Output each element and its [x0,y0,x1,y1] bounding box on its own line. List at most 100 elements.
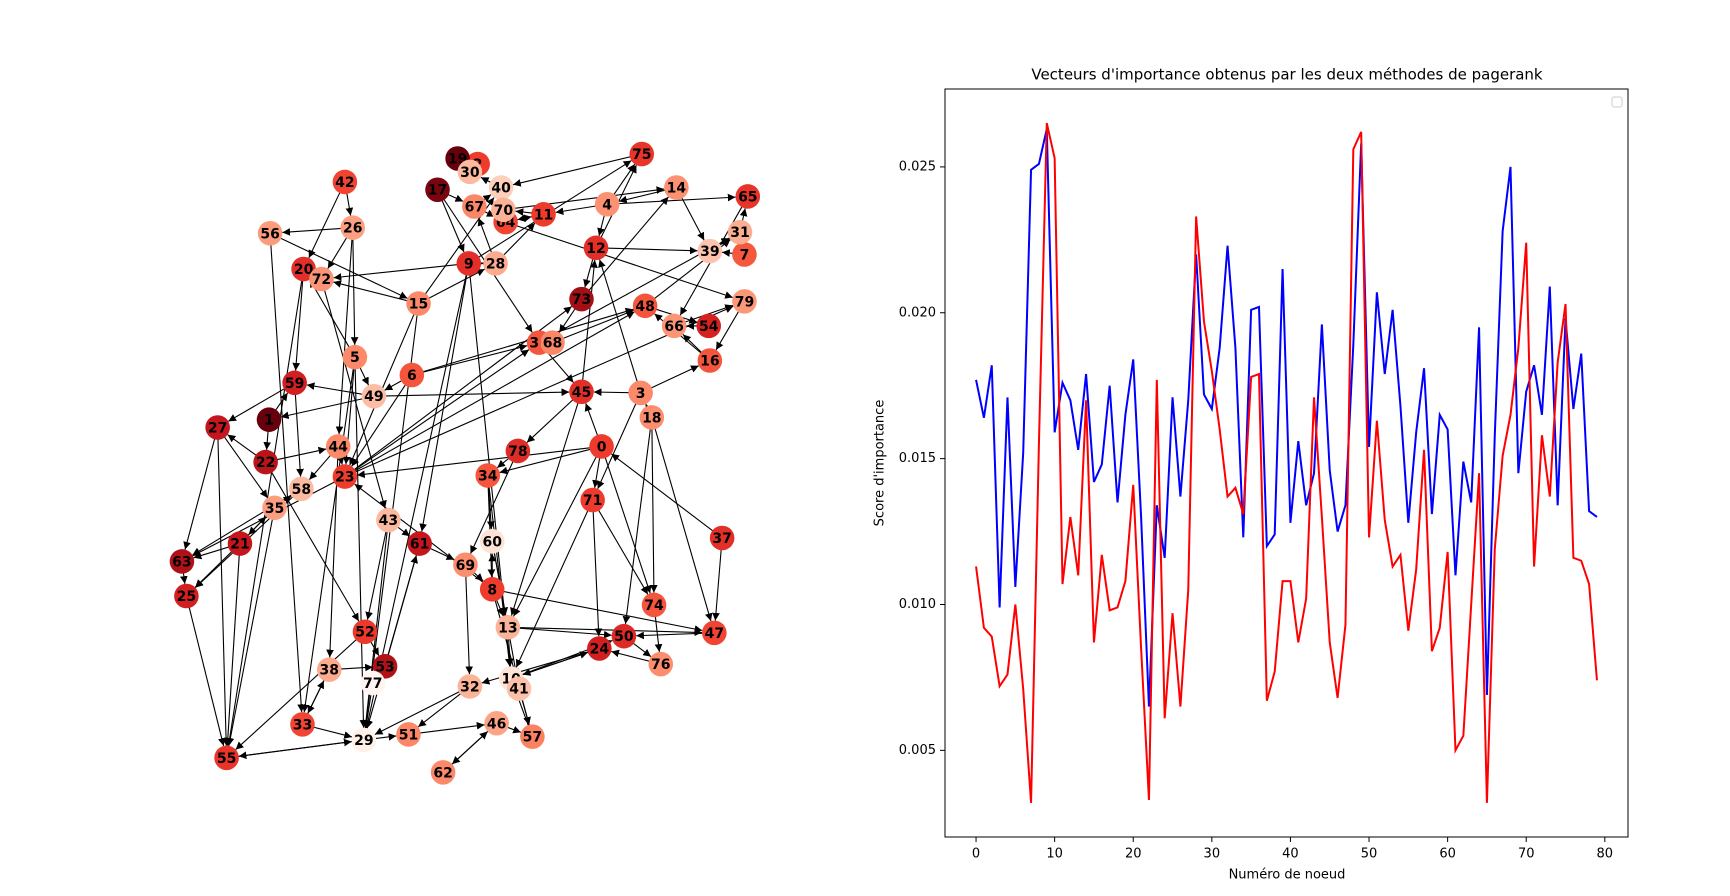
node [399,362,425,388]
node [376,507,401,533]
node [174,583,199,609]
y-tick-label: 0.025 [899,159,936,174]
edge [595,246,698,255]
edge [217,427,268,499]
node [453,552,478,578]
x-tick-label: 20 [1125,847,1142,862]
node [257,220,283,246]
x-tick-label: 70 [1518,847,1535,862]
node [205,415,230,440]
node [491,197,516,223]
node-label: 40 [491,181,511,197]
node-label: 57 [523,730,542,746]
edge [601,446,652,594]
node-label: 6 [407,368,417,384]
node-label: 20 [294,262,314,278]
edge [712,537,723,621]
edge [320,278,387,509]
node-label: 45 [572,385,591,401]
chart-title: Vecteurs d'importance obtenus par les de… [1031,66,1543,84]
x-tick-label: 0 [972,847,980,862]
node-label: 34 [478,468,498,484]
nodes: 0123456789101112131415161718192021222324… [169,141,761,785]
edge [651,417,713,622]
node-label: 9 [464,256,474,272]
edge [491,541,520,677]
edge [507,626,612,639]
x-tick-label: 60 [1439,847,1456,862]
edge [505,221,733,299]
y-axis-label: Score d'importance [873,400,888,527]
edge [487,475,496,578]
node [732,242,757,267]
x-axis-label: Numéro de noeud [1229,868,1346,883]
node [702,620,727,646]
node-label: 24 [590,641,610,657]
node-label: 30 [460,165,480,181]
node-label: 54 [699,319,719,335]
node-label: 60 [482,534,502,550]
node [407,531,432,556]
node-label: 41 [509,682,528,698]
node [628,380,653,406]
edge [592,500,603,637]
node [580,487,605,513]
node [648,651,674,677]
node-label: 76 [651,657,670,673]
node-label: 37 [712,531,731,547]
node [531,202,556,227]
node [696,313,722,339]
node [484,710,509,736]
node [495,614,521,640]
node-label: 44 [328,439,348,455]
node-label: 69 [456,558,475,574]
node [462,194,487,219]
edge [592,499,649,595]
node-label: 27 [208,420,227,436]
edge [301,357,356,713]
y-tick-label: 0.020 [899,305,936,320]
edge [581,196,669,300]
node [253,449,278,475]
node-label: 25 [177,589,196,605]
edge [217,427,230,746]
node-label: 1 [264,413,274,429]
node-label: 17 [428,183,447,199]
edge [350,227,359,345]
edge [597,392,642,490]
edge [269,233,305,713]
node-label: 3 [636,386,646,402]
edge [183,427,219,550]
node [727,219,753,245]
node [169,549,195,574]
edge [515,499,594,668]
node-label: 73 [572,292,591,308]
x-tick-label: 50 [1361,847,1378,862]
edge [510,391,583,616]
y-tick-label: 0.005 [899,743,936,758]
node [396,722,421,747]
node-label: 78 [508,444,527,460]
node [664,175,689,200]
x-tick-label: 80 [1597,847,1614,862]
node [479,529,505,554]
node [569,379,594,405]
node-label: 15 [409,297,428,313]
node-label: 68 [543,336,562,352]
node [641,592,667,618]
edge [374,685,471,735]
node [340,215,365,240]
node [406,291,431,316]
node [735,184,761,209]
node-label: 33 [293,717,312,733]
node-label: 32 [460,679,479,695]
node-label: 51 [399,727,418,743]
node-label: 71 [583,493,602,509]
edge [464,564,474,675]
legend-box [1611,96,1623,108]
edge [512,153,642,187]
node [316,657,342,682]
node [629,141,655,167]
node [611,623,637,649]
